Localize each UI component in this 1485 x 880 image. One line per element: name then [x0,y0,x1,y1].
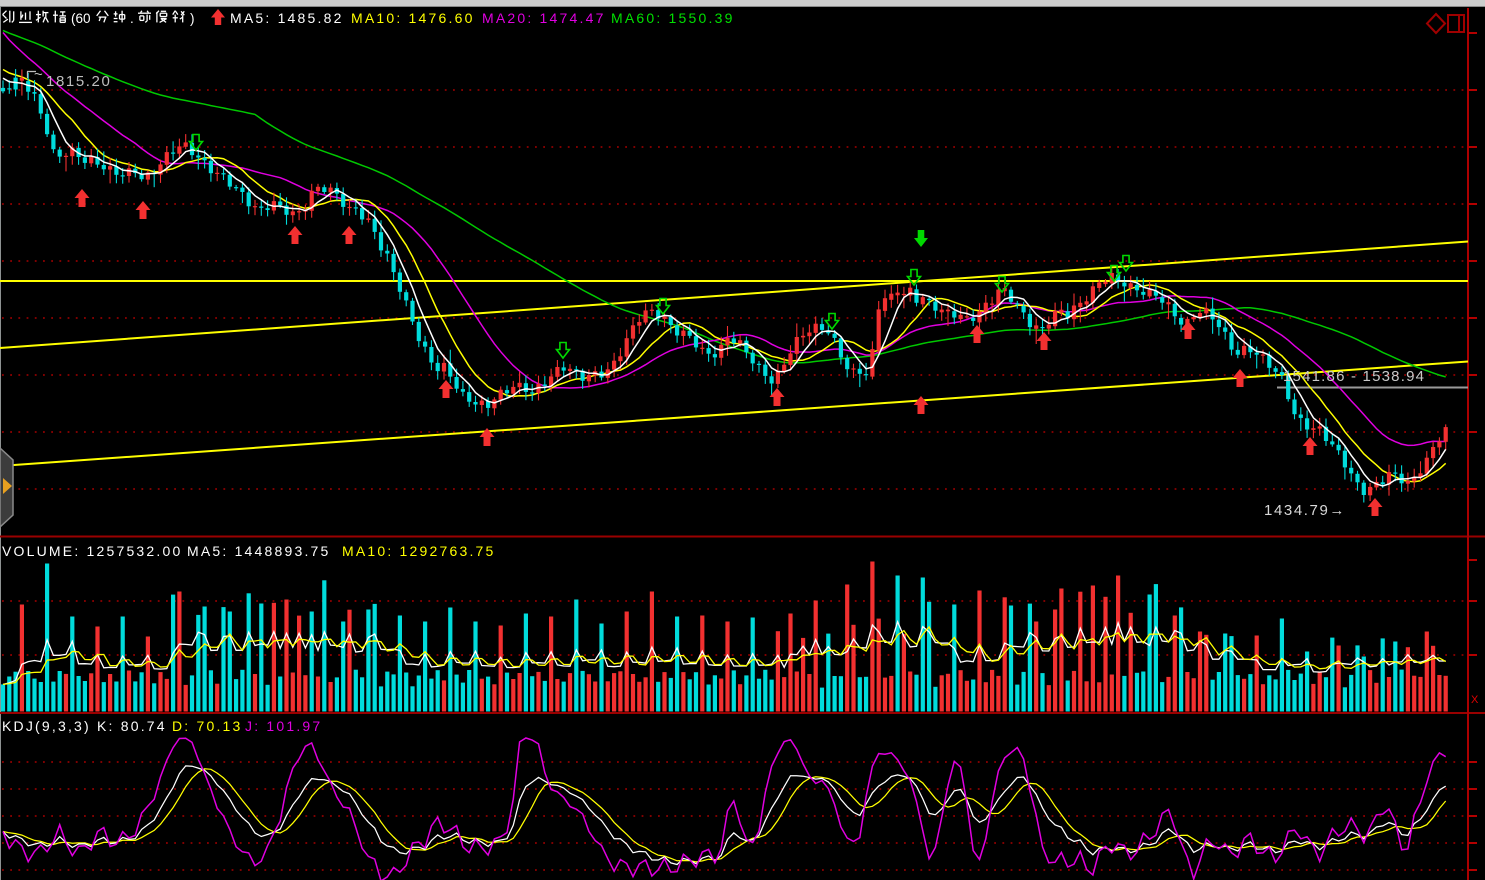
svg-text:MA5: 1448893.75: MA5: 1448893.75 [187,543,331,559]
svg-text:MA60: 1550.39: MA60: 1550.39 [611,10,735,26]
svg-text:J: 101.97: J: 101.97 [245,718,322,734]
svg-text:K: 80.74: K: 80.74 [97,718,167,734]
svg-text:~: ~ [34,66,44,83]
svg-text:1434.79→: 1434.79→ [1264,502,1346,519]
svg-text:1541.86 - 1538.94: 1541.86 - 1538.94 [1283,368,1425,385]
svg-text:MA10: 1476.60: MA10: 1476.60 [351,10,475,26]
svg-text:MA20: 1474.47: MA20: 1474.47 [482,10,606,26]
svg-text:1815.20: 1815.20 [46,73,111,90]
svg-text:KDJ(9,3,3): KDJ(9,3,3) [2,718,91,734]
svg-text:VOLUME: 1257532.00: VOLUME: 1257532.00 [2,543,182,559]
svg-text:MA5: 1485.82: MA5: 1485.82 [230,10,344,26]
svg-text:D: 70.13: D: 70.13 [172,718,243,734]
svg-text:): ) [190,11,195,26]
svg-text:.: . [130,11,134,26]
svg-text:X: X [1471,694,1479,706]
svg-text:(60: (60 [71,11,91,26]
svg-text:MA10: 1292763.75: MA10: 1292763.75 [342,543,496,559]
